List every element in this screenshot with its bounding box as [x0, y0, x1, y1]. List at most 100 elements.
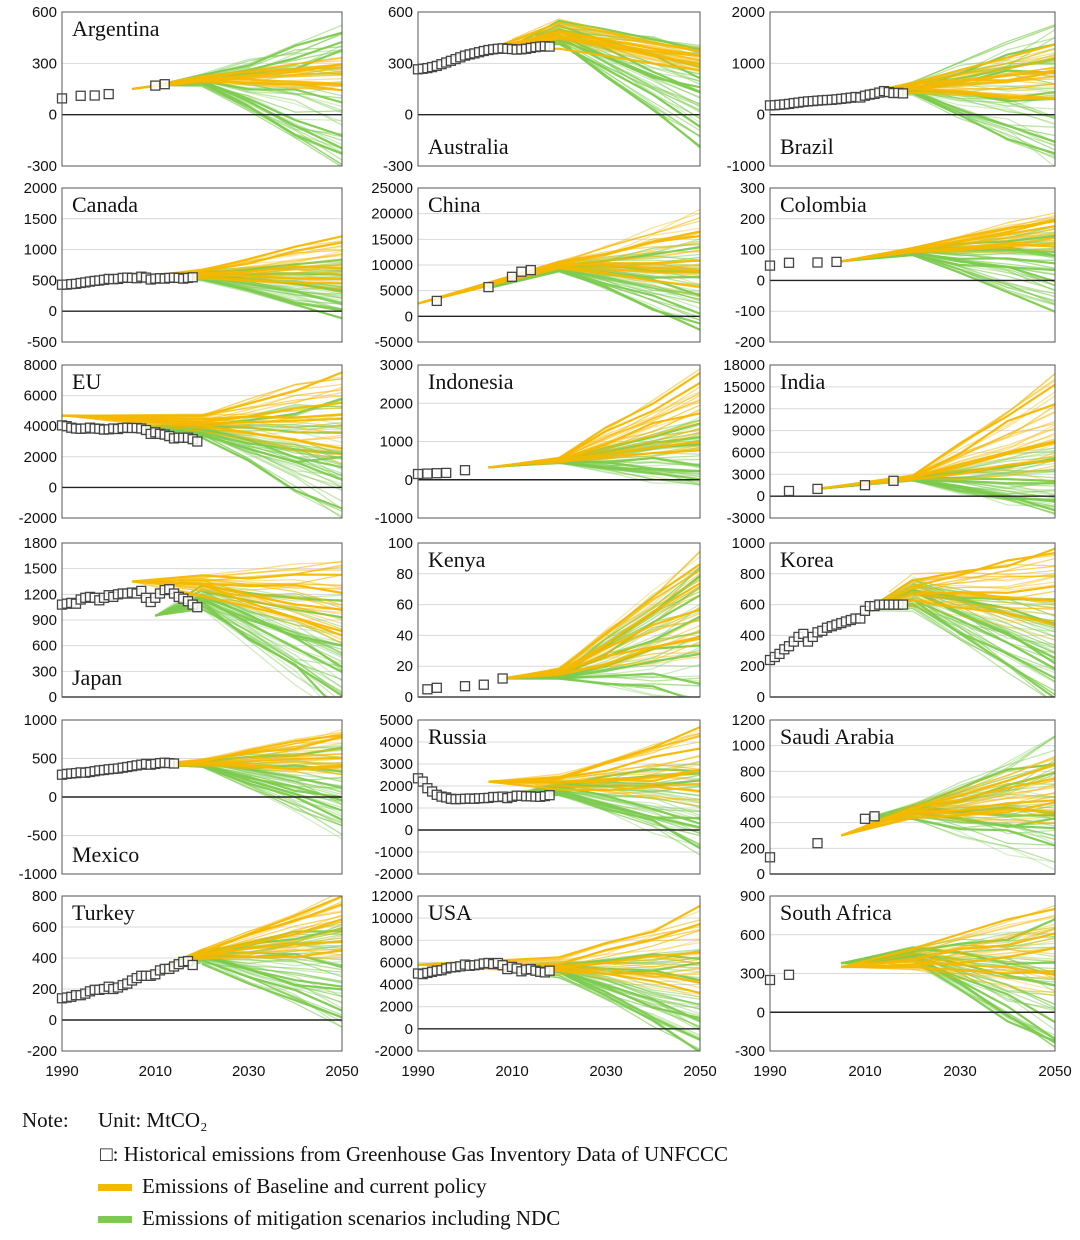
baseline-scenario-line: [864, 552, 1055, 612]
y-tick-label: 1200: [732, 712, 765, 729]
historical-point: [525, 264, 536, 276]
y-tick-label: -1000: [727, 158, 765, 175]
baseline-scenario-line: [841, 955, 1055, 968]
y-tick-label: 900: [32, 612, 57, 629]
baseline-scenario-line: [488, 29, 700, 62]
y-tick-label: 600: [32, 638, 57, 655]
historical-series: [422, 673, 508, 695]
mitigation-scenario-line: [502, 677, 688, 697]
y-tick-label: 2000: [380, 999, 413, 1016]
historical-point: [516, 266, 527, 277]
baseline-scenario-line: [864, 775, 1055, 826]
y-tick-label: -1000: [19, 866, 57, 883]
mitigation-scenario-line: [912, 593, 1055, 674]
y-tick-label: 600: [740, 927, 765, 944]
panel-saudi-arabia: 0 200 400 600 800 1000 1200 Saudi Arabia: [732, 712, 1056, 883]
plot-frame: [417, 187, 701, 343]
mitigation-scenario-line: [526, 676, 685, 697]
y-tick-label: 12000: [723, 401, 765, 418]
y-tick-label: 300: [388, 55, 413, 72]
panel-korea: 0 200 400 600 800 1000 Korea: [732, 535, 1056, 706]
mitigation-scenario-line: [511, 781, 700, 796]
baseline-scenario-line: [535, 760, 700, 784]
scenario-lines: [502, 550, 700, 697]
baseline-scenario-line: [841, 932, 1055, 969]
y-tick-label: 1000: [24, 242, 57, 259]
mitigation-scenario-line: [558, 36, 700, 82]
panel-kenya: 0 20 40 60 80 100 Kenya: [388, 535, 701, 706]
x-tick-label: 1990: [45, 1063, 78, 1080]
y-tick-label: 4000: [24, 418, 57, 435]
y-tick-label: 6000: [380, 954, 413, 971]
panel-title: Colombia: [780, 192, 867, 217]
mitigation-scenario-line: [888, 763, 1055, 815]
historical-point: [459, 681, 471, 692]
plot-frame: [769, 542, 1056, 698]
mitigation-scenario-line: [888, 735, 1055, 814]
y-tick-label: -500: [27, 334, 57, 351]
historical-point: [89, 90, 100, 101]
y-tick-label: 0: [757, 107, 765, 124]
legend-swatch-baseline: [98, 1184, 132, 1191]
mitigation-scenario-line: [155, 84, 342, 166]
mitigation-scenario-line: [155, 608, 342, 692]
y-tick-label: 4000: [380, 734, 413, 751]
historical-point: [75, 90, 86, 101]
y-tick-label: -300: [27, 158, 57, 175]
baseline-scenario-line: [488, 780, 700, 794]
note-unit: Unit: MtCO₂: [98, 1108, 208, 1132]
y-tick-label: -1000: [375, 510, 413, 527]
y-tick-label: 900: [740, 888, 765, 905]
panel-india: -3000 0 3000 6000 9000 12000 15000 18000 India: [723, 357, 1056, 527]
baseline-scenario-line: [131, 580, 342, 645]
baseline-scenario-line: [131, 580, 342, 612]
panel-eu: -2000 0 2000 4000 6000 8000 EU: [19, 357, 343, 527]
baseline-scenario-line: [131, 577, 342, 586]
mitigation-scenario-line: [912, 598, 1055, 670]
baseline-scenario-line: [488, 30, 700, 57]
y-tick-label: 600: [740, 789, 765, 806]
y-tick-label: 15000: [723, 379, 765, 396]
plot-frame: [417, 11, 701, 167]
y-tick-label: 1500: [24, 211, 57, 228]
historical-point: [888, 475, 899, 486]
mitigation-scenario-line: [155, 607, 337, 697]
y-tick-label: 400: [32, 950, 57, 967]
y-tick-label: 1000: [24, 712, 57, 729]
y-tick-label: 2000: [380, 395, 413, 412]
historical-point: [483, 281, 494, 293]
y-tick-label: 2000: [24, 449, 57, 466]
y-tick-label: 800: [740, 763, 765, 780]
historical-point: [422, 684, 433, 695]
plot-frame: [61, 364, 343, 519]
plot-frame: [769, 364, 1056, 519]
y-tick-label: 300: [740, 180, 765, 197]
panel-title: Saudi Arabia: [780, 724, 894, 749]
y-tick-label: 600: [32, 4, 57, 21]
baseline-scenario-line: [178, 590, 342, 633]
y-tick-label: 2000: [24, 180, 57, 197]
x-tick-label: 2050: [1038, 1063, 1071, 1080]
historical-point: [544, 41, 555, 52]
y-tick-label: 12000: [371, 888, 413, 905]
baseline-scenario-line: [535, 449, 700, 466]
baseline-scenario-line: [131, 82, 342, 91]
y-tick-label: 0: [757, 272, 765, 289]
scenario-lines: [131, 896, 342, 1028]
baseline-scenario-line: [131, 580, 342, 615]
y-tick-label: 6000: [24, 388, 57, 405]
baseline-scenario-line: [912, 573, 1055, 588]
historical-point: [897, 599, 909, 610]
historical-series: [56, 757, 180, 780]
plot-frame: [417, 542, 701, 698]
scenario-lines: [131, 560, 342, 697]
scenario-lines: [131, 24, 342, 166]
panel-south-africa: -300 0 300 600 900 South Africa 1990 2010 2030 20…: [735, 888, 1072, 1080]
baseline-scenario-line: [888, 557, 1055, 604]
baseline-scenario-line: [888, 813, 1055, 822]
baseline-scenario-line: [817, 383, 1055, 490]
baseline-scenario-line: [840, 763, 1055, 837]
y-tick-label: 800: [32, 888, 57, 905]
x-tick-label: 1990: [753, 1063, 786, 1080]
plot-frame: [769, 895, 1056, 1052]
